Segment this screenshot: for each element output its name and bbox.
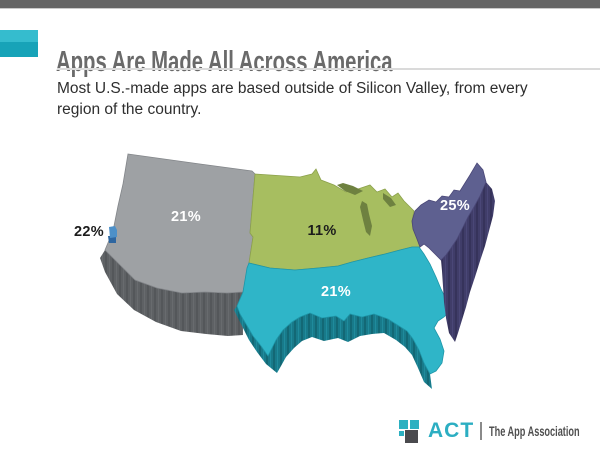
act-logo: ACT The App Association (398, 416, 600, 446)
label-silicon-valley-percent: 22% (74, 224, 104, 240)
lake-huron (383, 193, 396, 207)
subtitle-line-2: region of the country. (57, 101, 202, 118)
region-south (236, 246, 451, 375)
silicon-valley-marker (109, 226, 117, 238)
label-south-percent: 21% (321, 284, 351, 300)
header-divider (57, 68, 600, 70)
label-west-percent: 21% (171, 209, 201, 225)
logo-square-top-left (399, 419, 408, 429)
logo-square-bottom-right (405, 429, 418, 443)
region-northeast (411, 162, 487, 261)
logo-square-bottom-left (399, 430, 404, 436)
lake-michigan (360, 201, 372, 236)
act-logo-text: ACT (428, 419, 475, 442)
title-accent-square (0, 30, 38, 57)
lake-superior (337, 183, 363, 195)
region-northeast-side (441, 182, 495, 342)
logo-divider (480, 422, 483, 440)
subtitle-line-1: Most U.S.-made apps are based outside of… (57, 80, 528, 97)
logo-tagline: The App Association (489, 423, 580, 439)
logo-square-top-right (410, 419, 419, 429)
label-northeast-percent: 25% (440, 198, 470, 214)
region-west-side (100, 250, 243, 336)
region-south-side (234, 306, 432, 389)
subtitle: Most U.S.-made apps are based outside of… (57, 78, 587, 120)
top-accent-bar (0, 0, 600, 8)
top-accent-bar-edge (0, 8, 600, 9)
page-title: Apps Are Made All Across America (56, 46, 393, 79)
act-logo-icon (398, 418, 420, 445)
label-midwest-percent: 11% (307, 223, 337, 239)
